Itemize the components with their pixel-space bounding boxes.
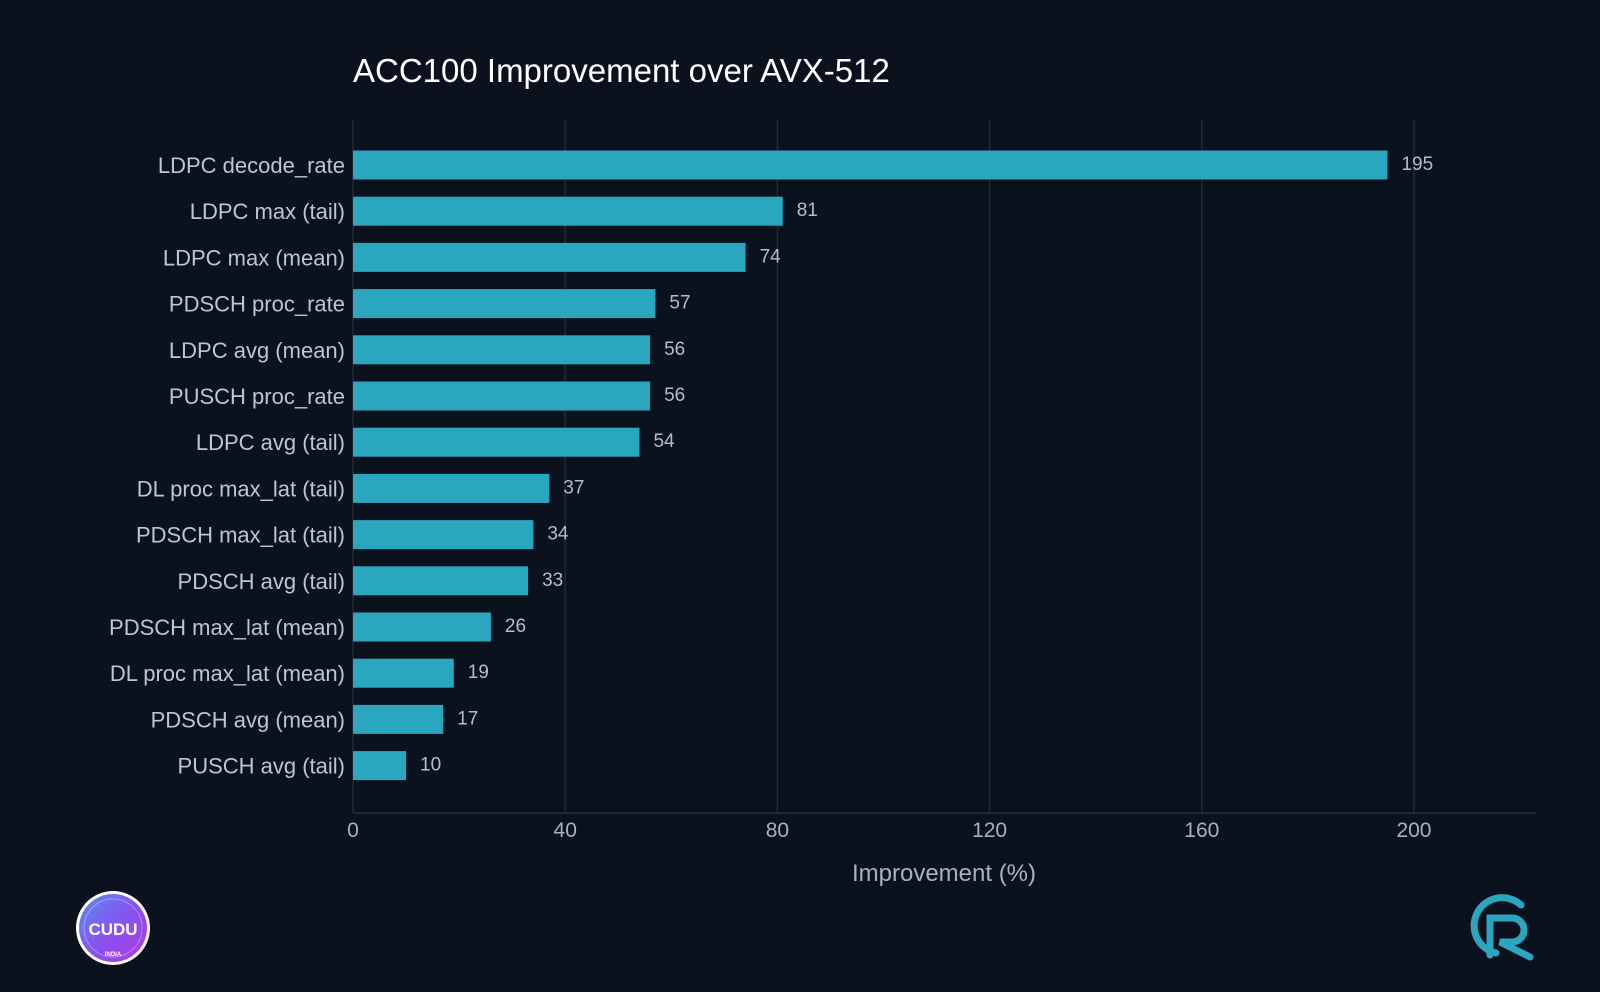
value-label: 26 bbox=[505, 616, 526, 637]
bar bbox=[353, 289, 656, 319]
category-label: LDPC avg (mean) bbox=[169, 338, 345, 363]
value-label: 54 bbox=[653, 431, 675, 452]
bar bbox=[353, 381, 651, 411]
value-label: 56 bbox=[664, 385, 685, 406]
category-label: PDSCH max_lat (tail) bbox=[136, 523, 345, 548]
category-label: PDSCH max_lat (mean) bbox=[109, 615, 345, 640]
bar bbox=[353, 473, 550, 503]
category-label: LDPC avg (tail) bbox=[196, 430, 345, 455]
category-label: PUSCH avg (tail) bbox=[178, 754, 345, 779]
category-label: DL proc max_lat (tail) bbox=[137, 476, 345, 501]
value-label: 74 bbox=[760, 246, 782, 267]
bar bbox=[353, 658, 454, 688]
category-label: LDPC decode_rate bbox=[158, 153, 345, 178]
value-label: 81 bbox=[797, 200, 818, 221]
category-label: PUSCH proc_rate bbox=[169, 384, 345, 409]
cudu-logo-text: CUDU bbox=[88, 920, 137, 939]
x-tick-label: 160 bbox=[1184, 819, 1219, 842]
cudu-logo-subtext: INDIA bbox=[105, 952, 122, 958]
category-label: PDSCH avg (mean) bbox=[151, 707, 345, 732]
x-tick-label: 120 bbox=[972, 819, 1007, 842]
bar bbox=[353, 196, 783, 226]
x-tick-label: 0 bbox=[347, 819, 359, 842]
bar bbox=[353, 150, 1388, 180]
value-label: 19 bbox=[468, 662, 489, 683]
value-label: 33 bbox=[542, 570, 563, 591]
x-tick-labels: 0 40 80 120 160 200 bbox=[347, 819, 1431, 842]
bar bbox=[353, 751, 407, 781]
bar bbox=[353, 427, 640, 457]
chart-title: ACC100 Improvement over AVX-512 bbox=[353, 52, 890, 89]
x-tick-label: 80 bbox=[766, 819, 789, 842]
value-label: 10 bbox=[420, 755, 441, 776]
category-label: LDPC max (mean) bbox=[163, 245, 345, 270]
category-labels: LDPC decode_rate LDPC max (tail) LDPC max … bbox=[109, 153, 345, 779]
x-tick-label: 200 bbox=[1396, 819, 1431, 842]
gridlines bbox=[352, 120, 1415, 813]
value-label: 17 bbox=[457, 708, 478, 729]
bar bbox=[353, 520, 534, 550]
value-label: 37 bbox=[563, 477, 584, 498]
bar bbox=[353, 566, 529, 596]
bar bbox=[353, 612, 491, 642]
value-label: 34 bbox=[547, 524, 569, 545]
cudu-logo-icon: CUDU INDIA bbox=[76, 891, 150, 965]
x-tick-label: 40 bbox=[554, 819, 577, 842]
bar bbox=[353, 704, 444, 734]
cr-logo-icon bbox=[1470, 894, 1534, 961]
bar bbox=[353, 242, 746, 272]
bar bbox=[353, 335, 651, 365]
value-labels: 195 81 74 57 56 56 54 37 34 33 26 19 17 10 bbox=[420, 154, 1433, 776]
value-label: 57 bbox=[669, 293, 690, 314]
category-label: DL proc max_lat (mean) bbox=[110, 661, 345, 686]
category-label: PDSCH proc_rate bbox=[169, 292, 345, 317]
bars bbox=[353, 150, 1388, 781]
category-label: LDPC max (tail) bbox=[190, 199, 345, 224]
x-axis-title: Improvement (%) bbox=[852, 860, 1036, 887]
category-label: PDSCH avg (tail) bbox=[178, 569, 345, 594]
value-label: 56 bbox=[664, 339, 685, 360]
value-label: 195 bbox=[1401, 154, 1433, 175]
